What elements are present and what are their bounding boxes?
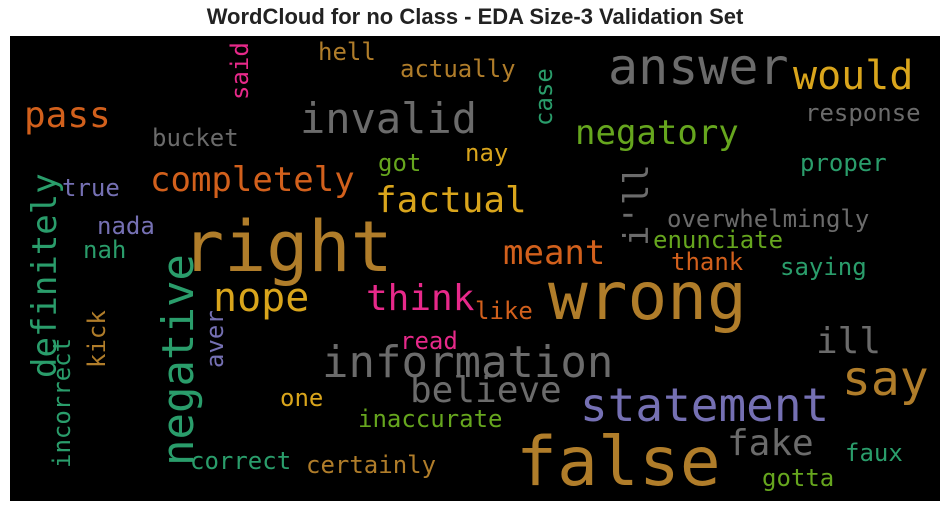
word-thank: thank [671,248,744,276]
word-i-ll: i'll [617,164,657,246]
word-correct: correct [190,447,292,475]
word-inaccurate: inaccurate [358,405,503,433]
word-gotta: gotta [762,464,835,492]
word-enunciate: enunciate [653,226,784,254]
word-statement: statement [580,378,830,432]
word-factual: factual [375,180,527,221]
word-hell: hell [318,38,376,66]
word-got: got [378,149,422,177]
word-read: read [400,327,458,355]
word-nay: nay [465,139,509,167]
word-information: information [322,337,614,388]
word-faux: faux [845,439,903,467]
word-false: false [516,423,721,501]
word-true: true [62,174,120,202]
word-certainly: certainly [306,451,437,479]
word-overwhelmingly: overwhelmingly [667,205,870,233]
word-case: case [530,68,558,126]
word-invalid: invalid [300,94,478,143]
word-wrong: wrong [548,258,747,335]
word-one: one [280,384,324,412]
word-response: response [805,99,921,127]
word-negatory: negatory [575,113,739,153]
chart-title: WordCloud for no Class - EDA Size-3 Vali… [206,4,744,29]
word-completely: completely [150,160,355,200]
word-say: say [842,351,929,407]
word-meant: meant [503,233,606,273]
word-believe: believe [410,370,562,411]
word-think: think [366,278,475,319]
word-incorrect: incorrect [48,337,76,468]
word-actually: actually [400,55,516,83]
word-nah: nah [83,236,127,264]
word-fake: fake [727,423,814,464]
word-pass: pass [24,95,111,136]
word-would: would [793,53,914,99]
word-nada: nada [97,212,155,240]
word-said: said [226,42,254,100]
word-aver: aver [201,310,229,368]
word-ill: ill [816,321,882,362]
word-proper: proper [800,149,887,177]
word-bucket: bucket [152,124,239,152]
word-cloud: answer would hell actually said case response p… [10,36,940,501]
word-kick: kick [83,310,111,368]
word-like: like [475,297,533,325]
word-answer: answer [608,38,789,96]
word-nope: nope [213,275,310,321]
word-right: right [182,206,393,288]
word-saying: saying [780,253,867,281]
word-negative: negative [153,254,204,466]
